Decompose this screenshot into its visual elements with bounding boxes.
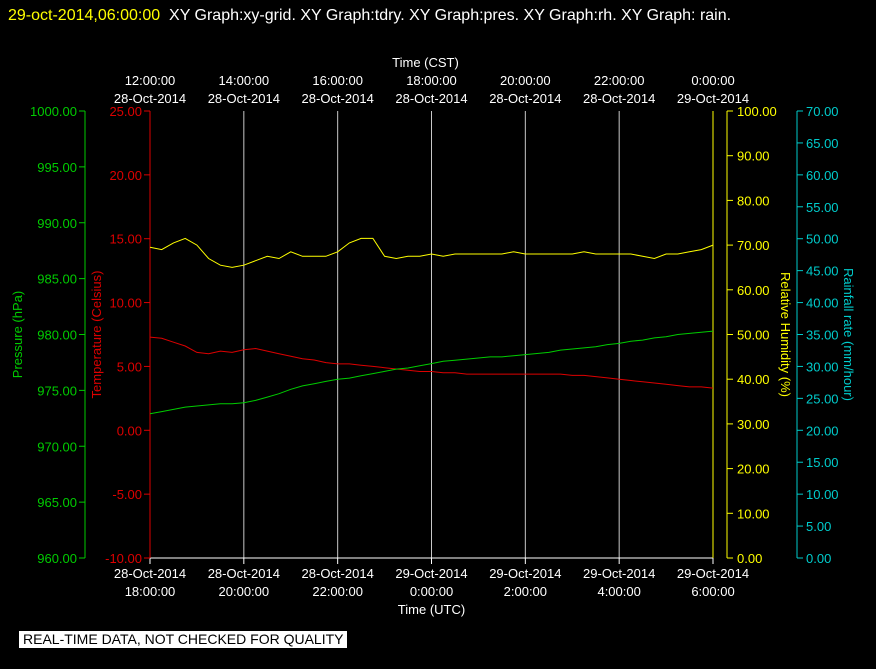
x-tick-label-cst-time: 12:00:00 — [125, 73, 176, 88]
y-tick-label-humidity: 10.00 — [737, 506, 770, 521]
x-tick-label-utc-time: 2:00:00 — [504, 584, 547, 599]
y-tick-label-rain: 65.00 — [806, 136, 839, 151]
x-tick-label-cst-date: 28-Oct-2014 — [208, 91, 280, 106]
title-graph-list: XY Graph:xy-grid. XY Graph:tdry. XY Grap… — [169, 7, 732, 24]
x-tick-label-cst-date: 28-Oct-2014 — [489, 91, 561, 106]
y-tick-label-humidity: 70.00 — [737, 238, 770, 253]
x-axis-label-utc: Time (UTC) — [398, 602, 465, 617]
series-line-rh — [149, 237, 714, 268]
y-tick-label-pressure: 980.00 — [37, 328, 77, 343]
x-tick-label-cst-date: 29-Oct-2014 — [677, 91, 749, 106]
graph-title: 29-oct-2014,06:00:00 XY Graph:xy-grid. X… — [8, 2, 868, 29]
y-tick-label-rain: 15.00 — [806, 455, 839, 470]
x-tick-label-cst-time: 0:00:00 — [691, 73, 734, 88]
x-tick-label-utc-time: 0:00:00 — [410, 584, 453, 599]
x-tick-label-cst-time: 16:00:00 — [312, 73, 363, 88]
y-tick-label-humidity: 50.00 — [737, 328, 770, 343]
y-tick-label-rain: 60.00 — [806, 168, 839, 183]
y-tick-label-temperature: 25.00 — [109, 104, 142, 119]
y-tick-label-humidity: 20.00 — [737, 462, 770, 477]
y-axis-label-rain: Rainfall rate (mm/hour) — [841, 268, 856, 401]
x-tick-label-utc-date: 28-Oct-2014 — [302, 566, 374, 581]
y-axis-label-pressure: Pressure (hPa) — [10, 291, 25, 378]
y-tick-label-pressure: 985.00 — [37, 272, 77, 287]
y-tick-label-rain: 45.00 — [806, 264, 839, 279]
x-tick-label-utc-date: 29-Oct-2014 — [583, 566, 655, 581]
x-tick-label-utc-time: 20:00:00 — [219, 584, 270, 599]
y-tick-label-temperature: 20.00 — [109, 168, 142, 183]
x-tick-label-cst-date: 28-Oct-2014 — [302, 91, 374, 106]
x-tick-label-cst-date: 28-Oct-2014 — [583, 91, 655, 106]
y-tick-label-humidity: 0.00 — [737, 551, 762, 566]
y-tick-label-temperature: 5.00 — [117, 359, 142, 374]
x-tick-label-utc-date: 28-Oct-2014 — [208, 566, 280, 581]
y-tick-label-rain: 20.00 — [806, 423, 839, 438]
title-datetime: 29-oct-2014,06:00:00 — [8, 7, 161, 24]
y-axis-label-humidity: Relative Humidity (%) — [778, 272, 793, 397]
x-tick-label-cst-date: 28-Oct-2014 — [395, 91, 467, 106]
y-tick-label-rain: 25.00 — [806, 391, 839, 406]
y-tick-label-temperature: 0.00 — [117, 423, 142, 438]
x-axis-label-cst: Time (CST) — [392, 55, 459, 70]
y-tick-label-pressure: 1000.00 — [30, 104, 77, 119]
y-tick-label-rain: 35.00 — [806, 328, 839, 343]
y-tick-label-pressure: 990.00 — [37, 216, 77, 231]
x-tick-label-utc-date: 29-Oct-2014 — [395, 566, 467, 581]
series-line-pres — [149, 330, 714, 415]
y-tick-label-humidity: 40.00 — [737, 372, 770, 387]
y-tick-label-temperature: -10.00 — [105, 551, 142, 566]
y-tick-label-pressure: 965.00 — [37, 495, 77, 510]
series-line-tdry — [149, 336, 714, 389]
y-tick-label-rain: 0.00 — [806, 551, 831, 566]
quality-notice: REAL-TIME DATA, NOT CHECKED FOR QUALITY — [19, 631, 348, 648]
x-tick-label-utc-time: 22:00:00 — [312, 584, 363, 599]
x-tick-label-cst-time: 14:00:00 — [219, 73, 270, 88]
y-tick-label-humidity: 60.00 — [737, 283, 770, 298]
y-tick-label-rain: 55.00 — [806, 200, 839, 215]
y-tick-label-pressure: 995.00 — [37, 160, 77, 175]
y-tick-label-temperature: 15.00 — [109, 232, 142, 247]
x-tick-label-utc-time: 6:00:00 — [691, 584, 734, 599]
y-tick-label-temperature: -5.00 — [112, 487, 142, 502]
y-tick-label-rain: 5.00 — [806, 519, 831, 534]
x-tick-label-cst-time: 20:00:00 — [500, 73, 551, 88]
y-tick-label-temperature: 10.00 — [109, 296, 142, 311]
y-tick-label-pressure: 970.00 — [37, 439, 77, 454]
x-tick-label-cst-time: 22:00:00 — [594, 73, 645, 88]
y-tick-label-pressure: 975.00 — [37, 383, 77, 398]
y-tick-label-rain: 40.00 — [806, 296, 839, 311]
y-tick-label-rain: 10.00 — [806, 487, 839, 502]
y-tick-label-rain: 30.00 — [806, 359, 839, 374]
x-tick-label-utc-time: 4:00:00 — [597, 584, 640, 599]
y-tick-label-humidity: 30.00 — [737, 417, 770, 432]
y-tick-label-humidity: 80.00 — [737, 193, 770, 208]
x-tick-label-utc-time: 18:00:00 — [125, 584, 176, 599]
y-tick-label-pressure: 960.00 — [37, 551, 77, 566]
y-axis-label-temperature: Temperature (Celsius) — [89, 271, 104, 399]
x-tick-label-utc-date: 29-Oct-2014 — [677, 566, 749, 581]
x-tick-label-utc-date: 28-Oct-2014 — [114, 566, 186, 581]
x-tick-label-utc-date: 29-Oct-2014 — [489, 566, 561, 581]
y-tick-label-rain: 70.00 — [806, 104, 839, 119]
y-tick-label-humidity: 100.00 — [737, 104, 777, 119]
y-tick-label-rain: 50.00 — [806, 232, 839, 247]
x-tick-label-cst-time: 18:00:00 — [406, 73, 457, 88]
y-tick-label-humidity: 90.00 — [737, 149, 770, 164]
x-tick-label-cst-date: 28-Oct-2014 — [114, 91, 186, 106]
